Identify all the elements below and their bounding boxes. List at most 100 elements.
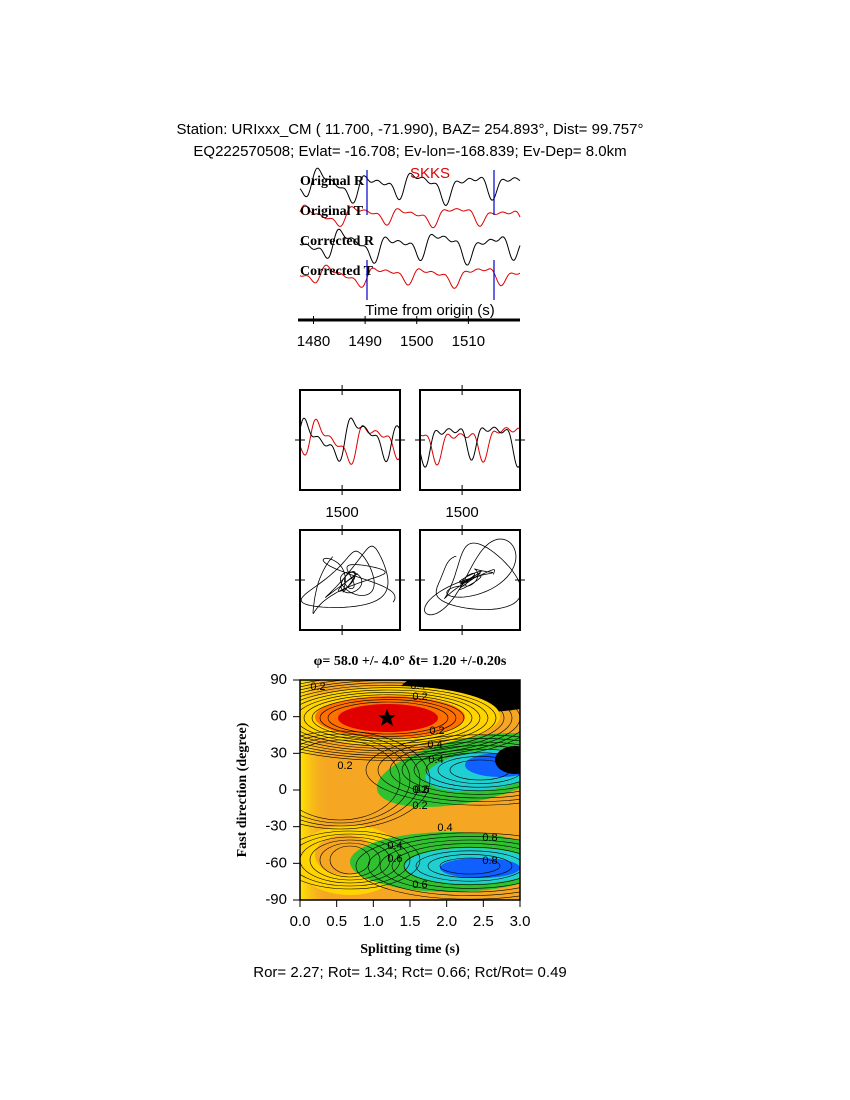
y-tick-label: -30	[265, 818, 287, 835]
contour-line	[327, 701, 449, 735]
trace-label: Corrected R	[300, 234, 375, 249]
contour-line	[403, 846, 520, 886]
trace-label: Corrected T	[300, 264, 374, 279]
panel-plot	[424, 538, 520, 616]
contour-label: 0.2	[429, 725, 444, 737]
contour-label: 0.8	[482, 855, 497, 867]
contour-label: 0.2	[412, 691, 427, 703]
contour-line	[413, 748, 520, 792]
contour-line	[449, 759, 511, 781]
waveform	[299, 204, 521, 229]
contour-label: 0.6	[412, 879, 427, 891]
x-tick-label: 1.0	[363, 913, 384, 930]
contour-line	[439, 857, 501, 875]
particle-motion	[300, 545, 396, 615]
panel-frame	[299, 529, 401, 631]
x-tick-label: 2.0	[436, 913, 457, 930]
contour-label: 0.8	[482, 832, 497, 844]
contour-line	[300, 684, 505, 752]
panel-frame	[299, 389, 401, 491]
contour-line	[415, 850, 520, 882]
contour-line	[389, 741, 520, 799]
plot-title: φ= 58.0 +/- 4.0° δt= 1.20 +/-0.20s	[314, 654, 507, 669]
contour-line	[300, 830, 421, 890]
waveform	[420, 427, 520, 466]
contour-line	[300, 736, 411, 824]
x-axis-label: Time from origin (s)	[365, 302, 494, 319]
contour-line	[355, 832, 520, 900]
contour-line	[437, 756, 520, 784]
contour-line	[365, 734, 520, 806]
contour-label: 0.2	[310, 681, 325, 693]
contour-label: 0.2	[412, 800, 427, 812]
waveform	[420, 426, 520, 469]
contour-line	[300, 733, 421, 827]
x-tick-label: 1490	[348, 333, 381, 350]
contour-line	[319, 842, 381, 878]
x-tick-label: 0.5	[326, 913, 347, 930]
contour-line	[300, 680, 520, 759]
contour-line	[303, 694, 473, 742]
contour-label: 0.4	[410, 680, 425, 692]
y-tick-label: 90	[270, 671, 287, 688]
contour-line	[300, 692, 481, 744]
x-axis-label: Splitting time (s)	[360, 942, 460, 957]
best-fit-star	[378, 709, 396, 726]
panel-plot	[300, 417, 400, 465]
contour-line	[391, 843, 520, 889]
y-tick-label: 60	[270, 708, 287, 725]
y-axis-label: Fast direction (degree)	[235, 722, 250, 857]
grid-search: 0.2 0.40.20.40.20.40.20.20.20.40.60.40.60…	[235, 654, 530, 957]
x-tick-label: 1.5	[400, 913, 421, 930]
panel-plot	[300, 545, 396, 615]
x-tick-label: 0.0	[290, 913, 311, 930]
waveform	[300, 417, 400, 463]
contour-line	[379, 839, 520, 893]
contour-label: 0.4	[387, 840, 402, 852]
contour-line	[300, 836, 401, 884]
x-tick-label: 1500	[325, 504, 358, 521]
waveform	[299, 167, 521, 207]
x-tick-label: 1500	[400, 333, 433, 350]
y-tick-label: 0	[279, 781, 287, 798]
header-line: Station: URIxxx_CM ( 11.700, -71.990), B…	[177, 121, 644, 138]
contour-line	[300, 833, 411, 887]
contour-label: 0.4	[437, 822, 452, 834]
particle-motion	[424, 538, 520, 616]
contour-line	[377, 738, 520, 802]
x-tick-label: 1510	[452, 333, 485, 350]
contour-line	[300, 689, 489, 747]
contour-label: 0.2	[412, 784, 427, 796]
contour-line	[300, 739, 401, 821]
x-tick-label: 2.5	[473, 913, 494, 930]
contour-line	[425, 752, 520, 788]
contour-line	[300, 730, 431, 830]
traces: Original R Original T Corrected R Corrected…	[297, 165, 521, 350]
header-line: EQ222570508; Evlat= -16.708; Ev-lon=-168…	[193, 143, 626, 160]
contour-line	[329, 845, 371, 875]
panel-plot	[420, 426, 520, 469]
y-tick-label: 30	[270, 744, 287, 761]
panel-frame	[419, 389, 521, 491]
contour-line	[319, 699, 457, 737]
contour-label: 0.4	[428, 754, 443, 766]
contour-map	[300, 680, 520, 900]
trace-label: Original R	[300, 174, 365, 189]
panels: 1500 1500	[295, 385, 525, 635]
contour-label: 0.4	[427, 739, 442, 751]
contour-label: 0.2	[337, 760, 352, 772]
phase-label: SKKS	[410, 165, 450, 182]
contour-line	[401, 745, 520, 795]
footer: Ror= 2.27; Rot= 1.34; Rct= 0.66; Rct/Rot…	[253, 964, 567, 981]
contour-line	[311, 696, 465, 740]
waveform	[300, 418, 400, 465]
waveform	[299, 264, 521, 289]
contour-line	[309, 839, 391, 881]
contour-label: 0.6	[414, 784, 429, 796]
y-tick-label: -90	[265, 891, 287, 908]
contour-line	[427, 854, 513, 878]
x-tick-label: 1500	[445, 504, 478, 521]
contour-label: 0.6	[387, 853, 402, 865]
y-tick-label: -60	[265, 854, 287, 871]
